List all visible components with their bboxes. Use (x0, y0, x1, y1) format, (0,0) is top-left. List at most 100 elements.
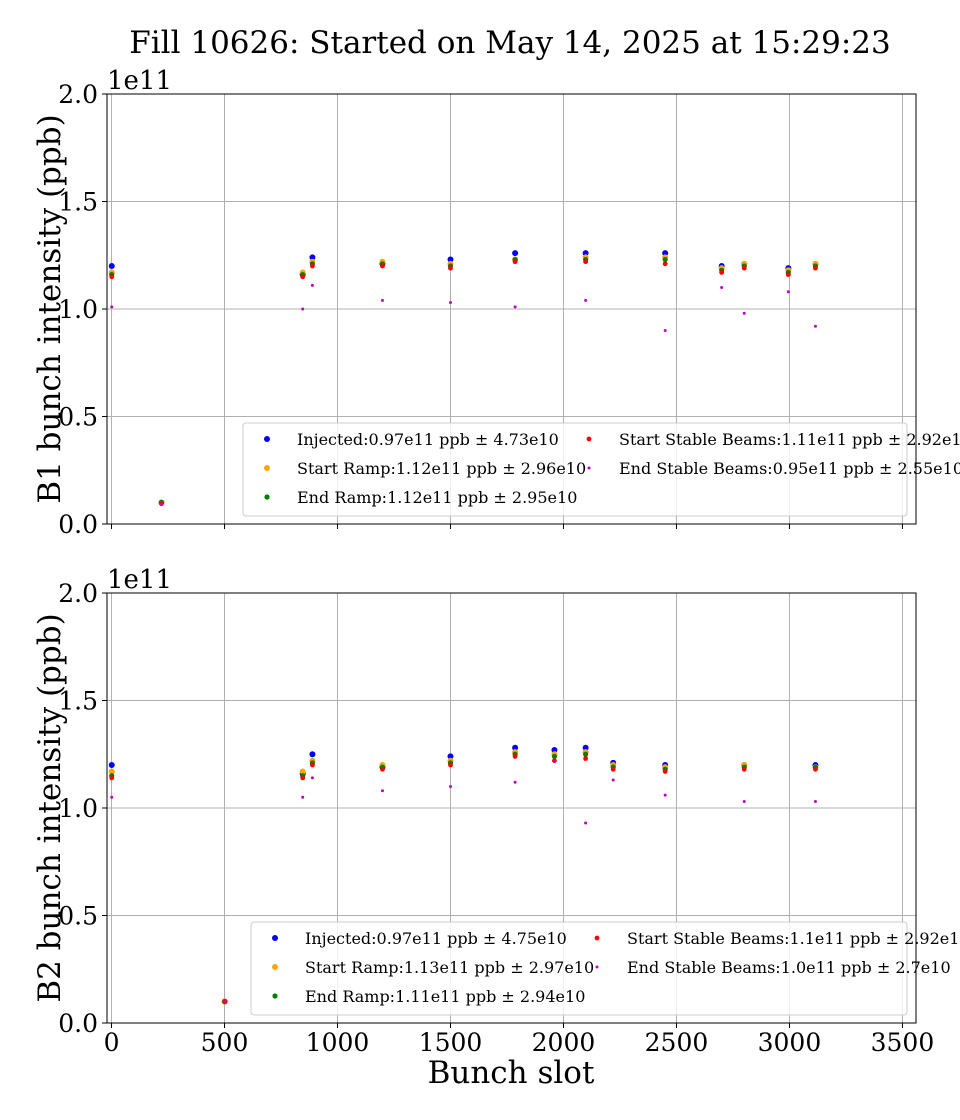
y-tick-label: 2.0 (58, 80, 98, 109)
data-point-end-stable (720, 286, 724, 289)
data-point-end-stable (663, 793, 667, 797)
legend-label: Start Ramp:1.13e11 ppb ± 2.97e10 (305, 958, 594, 977)
b1-legend-box (242, 422, 908, 517)
data-point-injected (108, 762, 115, 768)
data-point-injected (512, 250, 519, 257)
data-point-end-stable (813, 324, 817, 328)
data-point-start-ramp (108, 768, 115, 775)
data-point-end-stable (742, 800, 746, 804)
legend-marker-start-stable (586, 436, 592, 442)
b2-legend: Injected:0.97e11 ppb ± 4.75e10 Start Ramp… (250, 921, 960, 1016)
data-point-end-stable (513, 305, 517, 309)
data-point-start-stable (380, 766, 385, 772)
y-tick-label: 0.0 (58, 1009, 98, 1038)
y-tick-label: 0.5 (58, 403, 98, 432)
data-point-end-stable (584, 821, 588, 825)
data-point-end-stable (310, 776, 314, 780)
figure-title: Fill 10626: Started on May 14, 2025 at 1… (129, 25, 891, 61)
data-point-injected (512, 744, 519, 751)
data-point-end-stable (110, 305, 114, 309)
data-point-start-stable (583, 259, 589, 265)
data-point-injected (447, 256, 454, 263)
data-point-start-stable (300, 274, 306, 280)
data-point-end-stable (786, 290, 790, 294)
x-axis-label: Bunch slot (428, 1055, 595, 1091)
y-tick-label: 1.0 (58, 295, 98, 324)
legend-label: Start Stable Beams:1.1e11 ppb ± 2.92e10 (627, 929, 960, 948)
data-point-end-ramp (583, 751, 589, 757)
legend-marker-injected (272, 935, 278, 941)
data-point-end-stable (813, 800, 817, 804)
data-point-start-stable (109, 274, 115, 280)
data-point-start-stable (662, 769, 668, 774)
data-point-injected (582, 744, 589, 751)
x-tick-label: 1000 (306, 1028, 370, 1057)
legend-label: End Stable Beams:0.95e11 ppb ± 2.55e10 (619, 459, 960, 478)
data-point-start-stable (813, 265, 818, 271)
b1-data-points (108, 250, 819, 507)
data-point-start-stable (310, 762, 315, 768)
b2-y-axis-label: B2 bunch intensity (ppb) (32, 613, 68, 1002)
y-tick-label: 0.5 (58, 902, 98, 931)
data-point-end-stable (223, 1000, 227, 1003)
data-point-end-stable (611, 778, 615, 782)
data-point-injected (662, 250, 669, 257)
b1-y-axis-label: B1 bunch intensity (ppb) (32, 114, 68, 503)
data-point-start-stable (512, 259, 518, 265)
data-point-end-stable (513, 780, 517, 784)
data-point-start-stable (380, 263, 385, 269)
legend-marker-end-stable (595, 965, 599, 969)
data-point-injected (447, 753, 454, 760)
data-point-injected (309, 254, 316, 261)
b2-axis-ticks: 0 500 1000 1500 2000 2500 3000 3500 0.0 0.5 1.0 1.5… (58, 579, 934, 1057)
legend-marker-start-ramp (272, 964, 278, 970)
data-point-start-stable (310, 263, 315, 269)
data-point-end-stable (380, 298, 384, 302)
x-tick-label: 3500 (871, 1028, 935, 1057)
legend-marker-end-stable (587, 466, 591, 470)
legend-label: Injected:0.97e11 ppb ± 4.73e10 (297, 430, 559, 449)
legend-label: End Ramp:1.12e11 ppb ± 2.95e10 (297, 488, 577, 507)
legend-marker-injected (264, 436, 270, 442)
y-tick-label: 1.5 (58, 687, 98, 716)
y-tick-label: 1.5 (58, 188, 98, 217)
b1-axis-offset: 1e11 (107, 66, 172, 96)
data-point-injected (309, 751, 316, 758)
data-point-start-stable (813, 766, 818, 772)
data-point-start-stable (300, 775, 306, 781)
data-point-start-stable (785, 272, 791, 277)
legend-label: Start Stable Beams:1.11e11 ppb ± 2.92e10 (619, 430, 960, 449)
b2-legend-box (250, 921, 908, 1016)
data-point-start-stable (662, 261, 668, 267)
x-tick-label: 0 (104, 1028, 120, 1057)
b2-axis-offset: 1e11 (107, 565, 172, 595)
b1-legend: Injected:0.97e11 ppb ± 4.73e10 Start Ramp… (242, 422, 960, 517)
data-point-end-stable (301, 795, 305, 799)
x-tick-label: 3000 (758, 1028, 822, 1057)
data-point-start-stable (109, 775, 115, 781)
x-tick-label: 500 (201, 1028, 249, 1057)
data-point-end-stable (742, 311, 746, 315)
x-tick-label: 2000 (532, 1028, 596, 1057)
legend-marker-start-ramp (264, 465, 270, 471)
data-point-start-stable (448, 265, 453, 271)
legend-marker-end-ramp (272, 993, 278, 999)
data-point-start-stable (583, 756, 589, 761)
data-point-start-stable (448, 762, 453, 768)
data-point-start-stable (512, 754, 518, 759)
data-point-start-stable (741, 766, 747, 772)
y-tick-label: 0.0 (58, 510, 98, 539)
data-point-end-stable (301, 307, 305, 311)
data-point-start-stable (610, 766, 616, 772)
data-point-end-ramp (662, 256, 668, 263)
b2-intensity-chart: 0 500 1000 1500 2000 2500 3000 3500 0.0 0.5 1.0 1.5… (32, 565, 960, 1057)
legend-label: Start Ramp:1.12e11 ppb ± 2.96e10 (297, 459, 586, 478)
x-tick-label: 1500 (419, 1028, 483, 1057)
legend-label: Injected:0.97e11 ppb ± 4.75e10 (305, 929, 567, 948)
data-point-end-stable (380, 789, 384, 793)
b1-axis-ticks: 0.0 0.5 1.0 1.5 2.0 (58, 80, 903, 539)
data-point-start-stable (719, 270, 725, 275)
data-point-end-stable (448, 301, 452, 305)
b1-intensity-chart: 0.0 0.5 1.0 1.5 2.0 1e11 B1 bunch intensity … (32, 66, 960, 539)
